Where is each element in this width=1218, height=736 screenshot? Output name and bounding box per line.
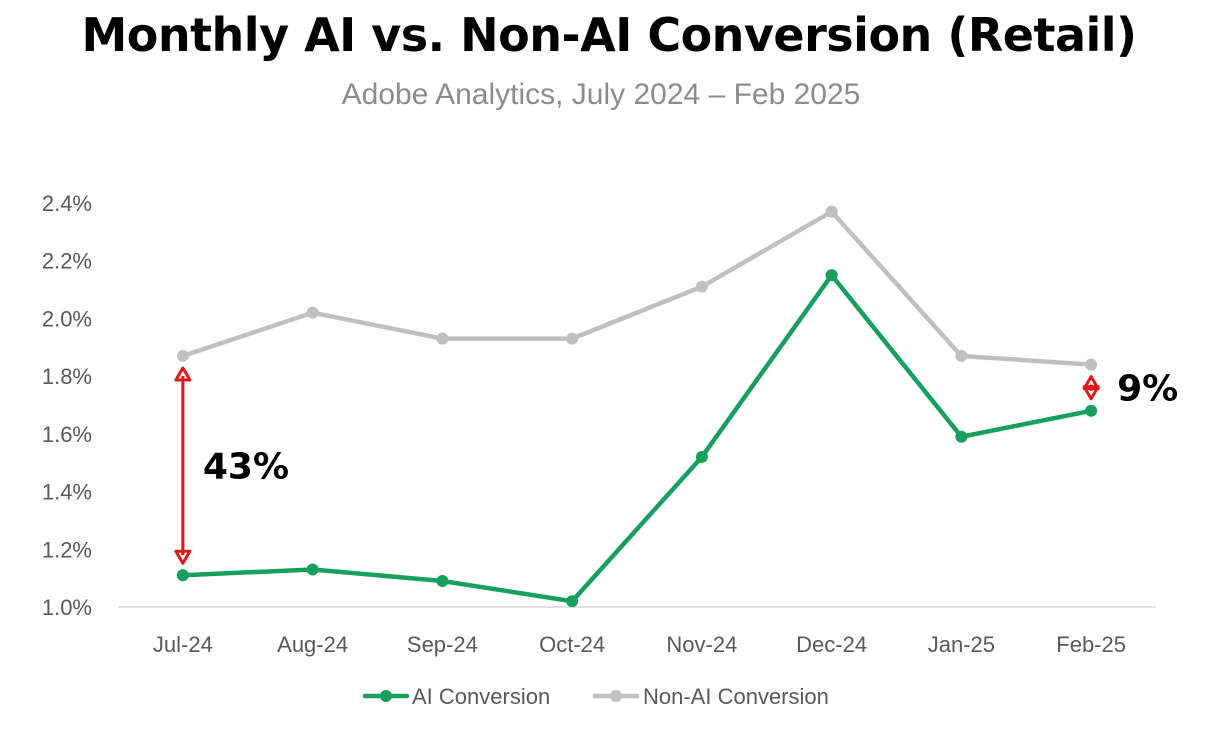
annotation-label: 9% (1117, 369, 1178, 410)
legend-swatch-marker (610, 690, 622, 702)
legend-label: Non-AI Conversion (643, 684, 829, 709)
x-tick-label: Sep-24 (407, 632, 478, 657)
x-tick-label: Aug-24 (277, 632, 348, 657)
x-tick-label: Nov-24 (666, 632, 737, 657)
x-tick-label: Feb-25 (1056, 632, 1126, 657)
x-tick-label: Oct-24 (539, 632, 605, 657)
legend-label: AI Conversion (412, 684, 550, 709)
x-tick-label: Jan-25 (928, 632, 995, 657)
x-tick-label: Jul-24 (153, 632, 213, 657)
annotation-layer: 43% 9% (174, 366, 1178, 565)
series-line (180, 209, 1094, 367)
data-point (176, 349, 189, 362)
annotation-label: 43% (203, 447, 289, 488)
data-point (566, 595, 579, 608)
y-tick-label: 2.0% (42, 306, 92, 331)
legend-swatch-marker (380, 690, 392, 702)
data-point (955, 349, 968, 362)
y-tick-label: 1.0% (42, 595, 92, 620)
annotation-arrow-head-up (1082, 375, 1100, 391)
chart-title: Monthly AI vs. Non-AI Conversion (Retail… (81, 8, 1137, 62)
x-tick-label: Dec-24 (796, 632, 867, 657)
data-point (1085, 404, 1098, 417)
legend-item-0: AI Conversion (362, 684, 550, 709)
series-line (180, 272, 1094, 604)
y-tick-label: 1.8% (42, 364, 92, 389)
annotation-arrow-head-down (1082, 385, 1100, 401)
annotation-1: 9% (1082, 369, 1178, 410)
annotation-arrow-head-down (174, 549, 192, 565)
data-point (825, 269, 838, 282)
annotation-arrow-head-up (174, 366, 192, 382)
annotation-0: 43% (174, 366, 289, 565)
data-point (566, 332, 579, 345)
data-point (176, 569, 189, 582)
legend-item-1: Non-AI Conversion (592, 684, 829, 709)
series-layer (176, 205, 1098, 608)
data-point (695, 450, 708, 463)
data-point (306, 563, 319, 576)
series-0 (176, 269, 1098, 608)
data-point (436, 332, 449, 345)
chart-subtitle: Adobe Analytics, July 2024 – Feb 2025 (341, 78, 861, 111)
y-tick-label: 2.2% (42, 249, 92, 274)
y-tick-label: 2.4% (42, 191, 92, 216)
data-point (955, 430, 968, 443)
y-tick-label: 1.6% (42, 422, 92, 447)
legend: AI Conversion Non-AI Conversion (362, 684, 829, 709)
data-point (695, 280, 708, 293)
data-point (825, 205, 838, 218)
y-tick-label: 1.2% (42, 537, 92, 562)
data-point (306, 306, 319, 319)
axis-layer: 1.0% 1.2% 1.4% 1.6% 1.8% 2.0% 2.2% 2.4% Jul-24 Au… (42, 191, 1156, 657)
data-point (1085, 358, 1098, 371)
y-tick-label: 1.4% (42, 480, 92, 505)
data-point (436, 575, 449, 588)
series-1 (176, 205, 1098, 371)
